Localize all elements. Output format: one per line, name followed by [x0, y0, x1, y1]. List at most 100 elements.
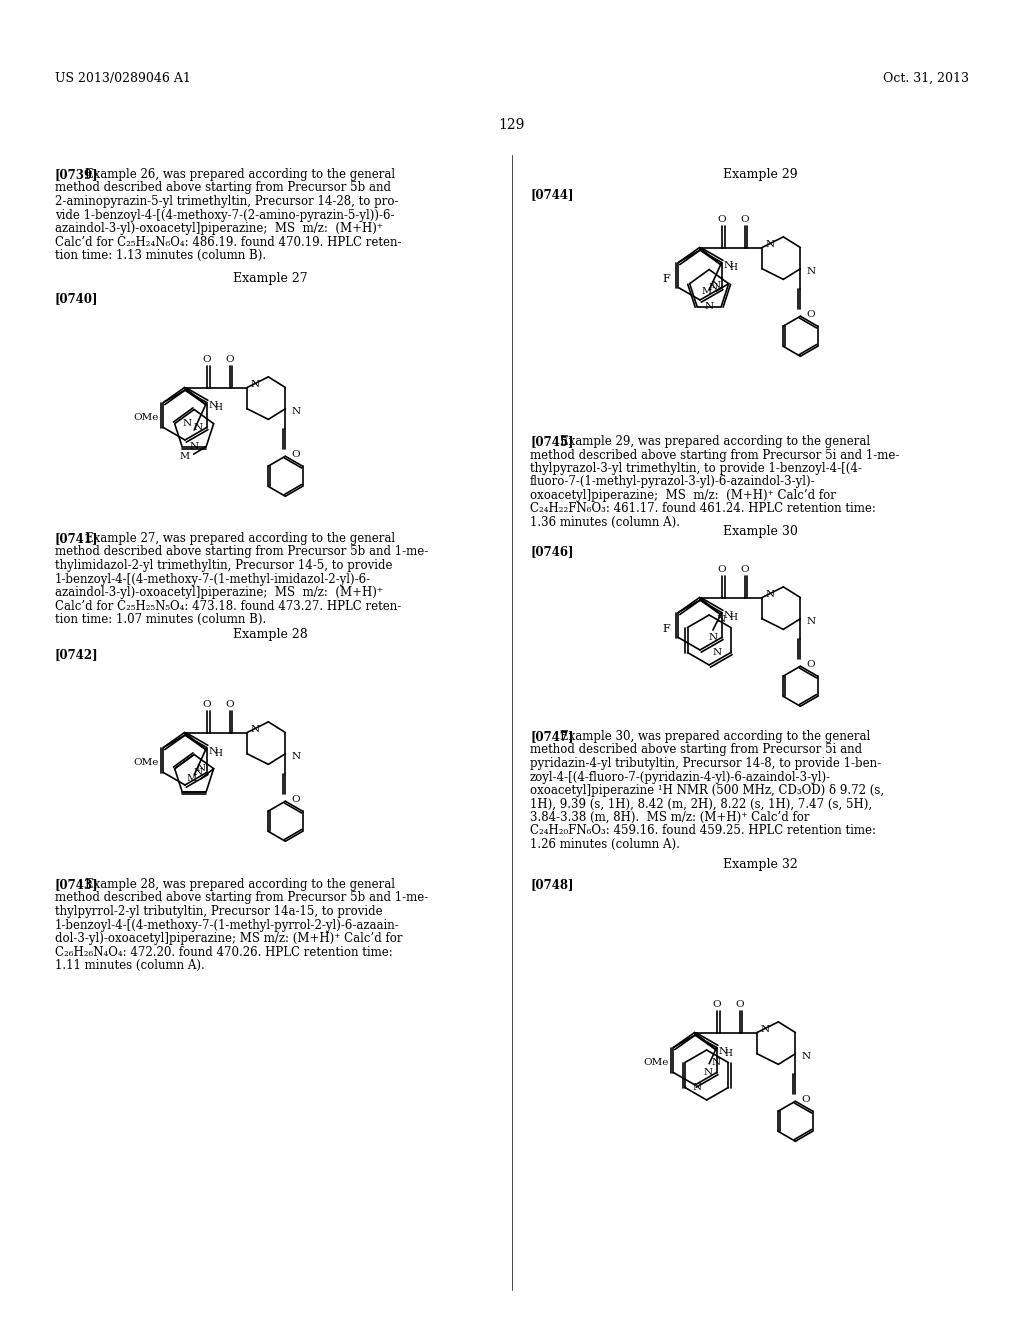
Text: method described above starting from Precursor 5b and: method described above starting from Pre…: [55, 181, 391, 194]
Text: F: F: [663, 275, 671, 285]
Text: Example 30, was prepared according to the general: Example 30, was prepared according to th…: [560, 730, 870, 743]
Text: N: N: [292, 408, 300, 416]
Text: N: N: [194, 422, 202, 432]
Text: azaindol-3-yl)-oxoacetyl]piperazine;  MS  m/z:  (M+H)⁺: azaindol-3-yl)-oxoacetyl]piperazine; MS …: [55, 586, 383, 599]
Text: thylpyrrol-2-yl tributyltin, Precursor 14a-15, to provide: thylpyrrol-2-yl tributyltin, Precursor 1…: [55, 906, 383, 917]
Text: N: N: [189, 442, 199, 451]
Text: [0747]: [0747]: [530, 730, 573, 743]
Text: H: H: [214, 404, 222, 412]
Text: H: H: [729, 264, 737, 272]
Text: OMe: OMe: [643, 1059, 669, 1067]
Text: N: N: [705, 302, 713, 312]
Text: M: M: [179, 451, 189, 461]
Text: Oct. 31, 2013: Oct. 31, 2013: [883, 73, 969, 84]
Text: [0739]: [0739]: [55, 168, 98, 181]
Text: O: O: [225, 700, 233, 709]
Text: N: N: [182, 420, 191, 428]
Text: O: O: [203, 355, 211, 364]
Text: 1.36 minutes (column A).: 1.36 minutes (column A).: [530, 516, 680, 529]
Text: Example 27, was prepared according to the general: Example 27, was prepared according to th…: [85, 532, 395, 545]
Text: [0741]: [0741]: [55, 532, 98, 545]
Text: N: N: [724, 611, 733, 620]
Text: N: N: [765, 590, 774, 599]
Text: H: H: [724, 1048, 732, 1057]
Text: C₂₆H₂₆N₄O₄: 472.20. found 470.26. HPLC retention time:: C₂₆H₂₆N₄O₄: 472.20. found 470.26. HPLC r…: [55, 945, 393, 958]
Text: 1.26 minutes (column A).: 1.26 minutes (column A).: [530, 838, 680, 851]
Text: Example 27: Example 27: [232, 272, 307, 285]
Text: C₂₄H₂₀FN₆O₃: 459.16. found 459.25. HPLC retention time:: C₂₄H₂₀FN₆O₃: 459.16. found 459.25. HPLC …: [530, 825, 876, 837]
Text: N: N: [765, 240, 774, 249]
Text: fluoro-7-(1-methyl-pyrazol-3-yl)-6-azaindol-3-yl)-: fluoro-7-(1-methyl-pyrazol-3-yl)-6-azain…: [530, 475, 816, 488]
Text: N: N: [703, 1068, 713, 1077]
Text: Example 30: Example 30: [723, 525, 798, 539]
Text: 1.11 minutes (column A).: 1.11 minutes (column A).: [55, 960, 205, 972]
Text: N: N: [250, 380, 259, 389]
Text: 1H), 9.39 (s, 1H), 8.42 (m, 2H), 8.22 (s, 1H), 7.47 (s, 5H),: 1H), 9.39 (s, 1H), 8.42 (m, 2H), 8.22 (s…: [530, 797, 872, 810]
Text: method described above starting from Precursor 5b and 1-me-: method described above starting from Pre…: [55, 545, 428, 558]
Text: zoyl-4-[(4-fluoro-7-(pyridazin-4-yl)-6-azaindol-3-yl)-: zoyl-4-[(4-fluoro-7-(pyridazin-4-yl)-6-a…: [530, 771, 831, 784]
Text: N: N: [250, 725, 259, 734]
Text: method described above starting from Precursor 5i and: method described above starting from Pre…: [530, 743, 862, 756]
Text: method described above starting from Precursor 5b and 1-me-: method described above starting from Pre…: [55, 891, 428, 904]
Text: oxoacetyl]piperazine;  MS  m/z:  (M+H)⁺ Calc’d for: oxoacetyl]piperazine; MS m/z: (M+H)⁺ Cal…: [530, 488, 836, 502]
Text: N: N: [806, 618, 815, 626]
Text: O: O: [292, 450, 300, 459]
Text: O: O: [713, 999, 722, 1008]
Text: N: N: [806, 267, 815, 276]
Text: [0744]: [0744]: [530, 187, 573, 201]
Text: Example 32: Example 32: [723, 858, 798, 871]
Text: dol-3-yl)-oxoacetyl]piperazine; MS m/z: (M+H)⁺ Calc’d for: dol-3-yl)-oxoacetyl]piperazine; MS m/z: …: [55, 932, 402, 945]
Text: N: N: [209, 747, 218, 755]
Text: 2-aminopyrazin-5-yl trimethyltin, Precursor 14-28, to pro-: 2-aminopyrazin-5-yl trimethyltin, Precur…: [55, 195, 398, 209]
Text: N: N: [717, 615, 726, 624]
Text: [0748]: [0748]: [530, 878, 573, 891]
Text: thylimidazol-2-yl trimethyltin, Precursor 14-5, to provide: thylimidazol-2-yl trimethyltin, Precurso…: [55, 558, 392, 572]
Text: azaindol-3-yl)-oxoacetyl]piperazine;  MS  m/z:  (M+H)⁺: azaindol-3-yl)-oxoacetyl]piperazine; MS …: [55, 222, 383, 235]
Text: [0746]: [0746]: [530, 545, 573, 558]
Text: N: N: [719, 1047, 728, 1056]
Text: H: H: [214, 748, 222, 758]
Text: O: O: [225, 355, 233, 364]
Text: N: N: [197, 764, 206, 774]
Text: O: O: [740, 565, 749, 574]
Text: OMe: OMe: [133, 758, 159, 767]
Text: M: M: [186, 774, 197, 783]
Text: OMe: OMe: [133, 413, 159, 422]
Text: N: N: [724, 261, 733, 271]
Text: O: O: [806, 660, 815, 669]
Text: method described above starting from Precursor 5i and 1-me-: method described above starting from Pre…: [530, 449, 899, 462]
Text: N: N: [713, 648, 722, 657]
Text: [0745]: [0745]: [530, 436, 573, 447]
Text: N: N: [712, 281, 721, 290]
Text: 3.84-3.38 (m, 8H).  MS m/z: (M+H)⁺ Calc’d for: 3.84-3.38 (m, 8H). MS m/z: (M+H)⁺ Calc’d…: [530, 810, 810, 824]
Text: US 2013/0289046 A1: US 2013/0289046 A1: [55, 73, 190, 84]
Text: vide 1-benzoyl-4-[(4-methoxy-7-(2-amino-pyrazin-5-yl))-6-: vide 1-benzoyl-4-[(4-methoxy-7-(2-amino-…: [55, 209, 394, 222]
Text: C₂₄H₂₂FN₆O₃: 461.17. found 461.24. HPLC retention time:: C₂₄H₂₂FN₆O₃: 461.17. found 461.24. HPLC …: [530, 503, 876, 516]
Text: N: N: [693, 1082, 702, 1092]
Text: [0740]: [0740]: [55, 292, 98, 305]
Text: H: H: [729, 614, 737, 623]
Text: N: N: [292, 752, 300, 762]
Text: F: F: [663, 624, 671, 635]
Text: Calc’d for C₂₅H₂₅N₅O₄: 473.18. found 473.27. HPLC reten-: Calc’d for C₂₅H₂₅N₅O₄: 473.18. found 473…: [55, 599, 401, 612]
Text: N: N: [712, 1059, 720, 1067]
Text: Example 29, was prepared according to the general: Example 29, was prepared according to th…: [560, 436, 869, 447]
Text: tion time: 1.07 minutes (column B).: tion time: 1.07 minutes (column B).: [55, 612, 266, 626]
Text: oxoacetyl]piperazine ¹H NMR (500 MHz, CD₃OD) δ 9.72 (s,: oxoacetyl]piperazine ¹H NMR (500 MHz, CD…: [530, 784, 884, 797]
Text: Example 29: Example 29: [723, 168, 798, 181]
Text: Calc’d for C₂₅H₂₄N₆O₄: 486.19. found 470.19. HPLC reten-: Calc’d for C₂₅H₂₄N₆O₄: 486.19. found 470…: [55, 235, 401, 248]
Text: tion time: 1.13 minutes (column B).: tion time: 1.13 minutes (column B).: [55, 249, 266, 261]
Text: N: N: [194, 768, 202, 777]
Text: N: N: [802, 1052, 810, 1061]
Text: thylpyrazol-3-yl trimethyltin, to provide 1-benzoyl-4-[(4-: thylpyrazol-3-yl trimethyltin, to provid…: [530, 462, 862, 475]
Text: N: N: [209, 401, 218, 411]
Text: O: O: [718, 565, 726, 574]
Text: M: M: [701, 286, 711, 296]
Text: N: N: [708, 634, 717, 642]
Text: O: O: [718, 215, 726, 224]
Text: pyridazin-4-yl tributyltin, Precursor 14-8, to provide 1-ben-: pyridazin-4-yl tributyltin, Precursor 14…: [530, 756, 881, 770]
Text: Example 28, was prepared according to the general: Example 28, was prepared according to th…: [85, 878, 395, 891]
Text: O: O: [203, 700, 211, 709]
Text: O: O: [802, 1096, 810, 1105]
Text: N: N: [708, 282, 717, 292]
